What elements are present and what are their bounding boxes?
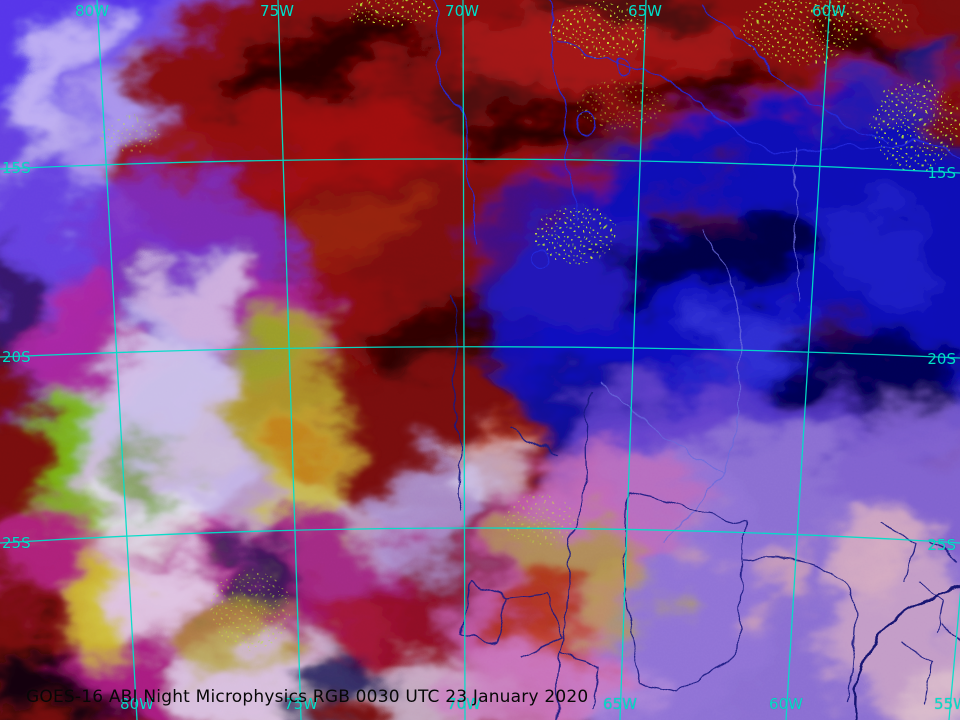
lat-label-right-20s: 20S <box>927 350 956 368</box>
lat-label-left-25s: 25S <box>2 534 31 552</box>
lon-label-top-65w: 65W <box>628 2 662 20</box>
gridline-15s <box>0 158 960 174</box>
lon-label-top-70w: 70W <box>445 2 479 20</box>
gridline-20s <box>0 346 960 359</box>
lon-label-bottom-70w: 70W <box>447 695 481 713</box>
gridline-25s <box>0 527 960 544</box>
lon-label-bottom-75w: 75W <box>284 695 318 713</box>
gridline-60w <box>785 0 831 720</box>
gridline-70w <box>462 0 466 720</box>
product-caption: GOES-16 ABI Night Microphysics RGB 0030 … <box>26 687 589 707</box>
lat-label-right-25s: 25S <box>927 536 956 554</box>
lon-label-top-60w: 60W <box>812 2 846 20</box>
gridline-80w <box>96 0 138 720</box>
lat-label-right-15s: 15S <box>927 164 956 182</box>
gridline-65w <box>619 0 647 720</box>
gridline-75w <box>277 0 302 720</box>
lat-label-left-20s: 20S <box>2 348 31 366</box>
lon-label-top-75w: 75W <box>260 2 294 20</box>
lat-label-left-15s: 15S <box>2 159 31 177</box>
lon-label-bottom-60w: 60W <box>769 695 803 713</box>
lon-label-bottom-55w: 55W <box>934 695 960 713</box>
lon-label-bottom-65w: 65W <box>603 695 637 713</box>
lon-label-bottom-80w: 80W <box>120 695 154 713</box>
lon-label-top-80w: 80W <box>75 2 109 20</box>
